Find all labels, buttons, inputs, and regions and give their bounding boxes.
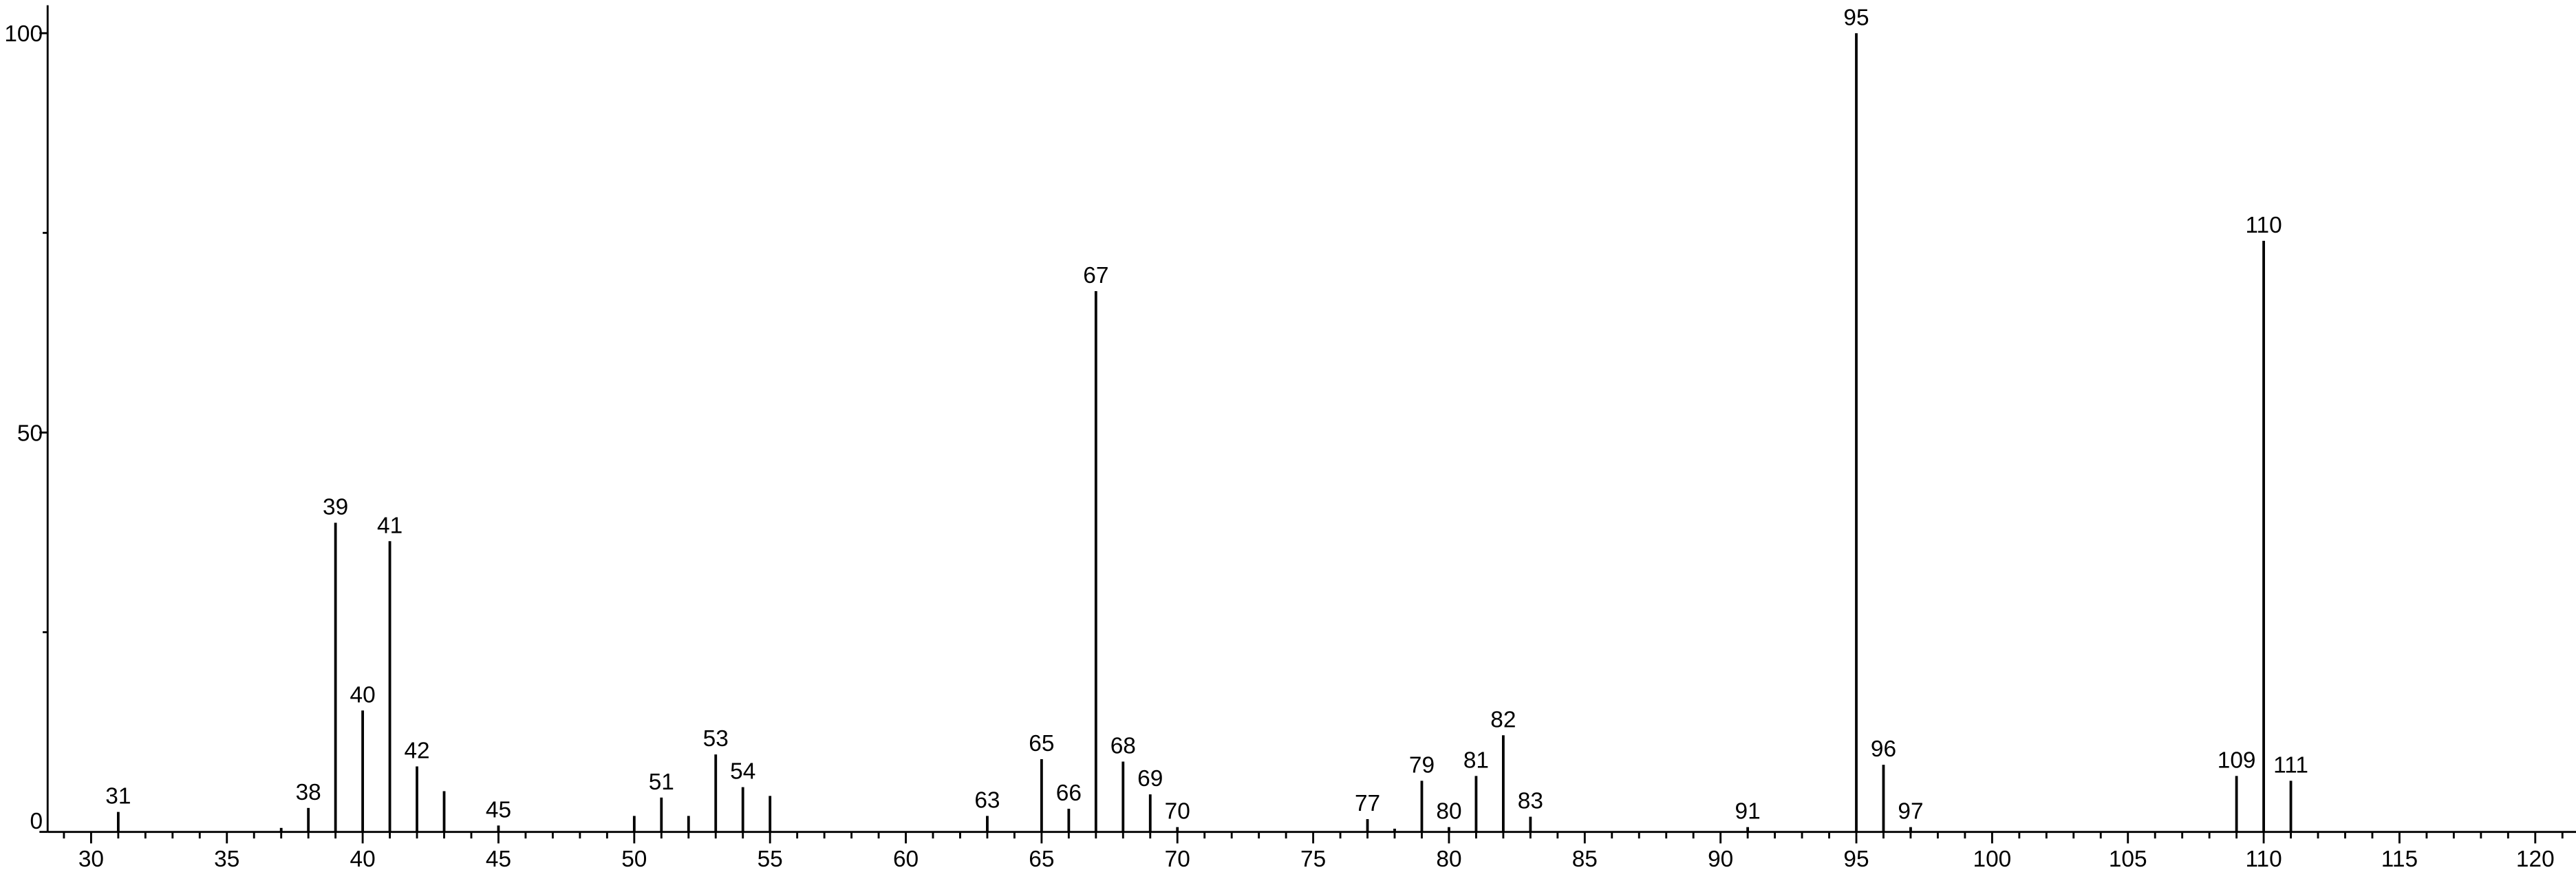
peak-label: 54 [730, 759, 755, 785]
peak-label: 53 [703, 726, 729, 752]
peak-label: 82 [1490, 707, 1516, 732]
x-tick-label: 35 [214, 847, 239, 870]
peak-label: 51 [649, 770, 674, 795]
x-tick-label: 105 [2109, 847, 2147, 870]
y-tick-label: 0 [30, 809, 43, 834]
peak-label: 67 [1083, 263, 1108, 288]
peak-label: 91 [1735, 799, 1761, 825]
peak-label: 45 [486, 797, 511, 823]
peak-label: 69 [1137, 766, 1163, 792]
x-tick-label: 60 [893, 847, 919, 870]
x-tick-label: 55 [758, 847, 783, 870]
peak-label: 77 [1355, 791, 1380, 816]
x-tick-label: 85 [1572, 847, 1598, 870]
peak-label: 83 [1518, 789, 1543, 814]
peak-label: 111 [2273, 752, 2308, 778]
peak-label: 96 [1871, 736, 1896, 762]
x-tick-label: 40 [350, 847, 376, 870]
x-tick-label: 95 [1843, 847, 1869, 870]
peak-label: 39 [323, 495, 348, 520]
peak-label: 80 [1436, 799, 1461, 825]
peak-label: 81 [1463, 747, 1489, 773]
x-tick-label: 70 [1165, 847, 1190, 870]
x-tick-label: 50 [621, 847, 647, 870]
peak-label: 65 [1029, 731, 1054, 756]
peak-label: 63 [974, 787, 1000, 813]
x-tick-label: 30 [78, 847, 104, 870]
x-tick-label: 65 [1029, 847, 1054, 870]
x-tick-label: 100 [1973, 847, 2011, 870]
x-tick-label: 75 [1300, 847, 1326, 870]
peak-label: 41 [377, 513, 402, 538]
peak-label: 68 [1110, 734, 1136, 759]
peak-label: 38 [296, 780, 321, 805]
peak-label: 40 [350, 682, 376, 708]
x-tick-label: 115 [2381, 847, 2418, 870]
y-tick-label: 50 [17, 421, 43, 446]
peak-label: 97 [1898, 799, 1923, 825]
x-tick-label: 120 [2516, 847, 2555, 870]
x-tick-label: 45 [486, 847, 511, 870]
peak-label: 79 [1409, 752, 1435, 778]
peak-label: 66 [1056, 781, 1082, 806]
peak-label: 109 [2218, 747, 2256, 773]
peak-label: 110 [2245, 213, 2282, 238]
peak-label: 42 [404, 739, 429, 764]
peak-label: 31 [105, 784, 131, 809]
x-tick-label: 110 [2245, 847, 2282, 870]
x-tick-label: 90 [1708, 847, 1733, 870]
x-tick-label: 80 [1436, 847, 1461, 870]
peak-label: 70 [1165, 799, 1190, 825]
peak-label: 95 [1843, 5, 1869, 30]
y-tick-label: 100 [4, 21, 43, 47]
